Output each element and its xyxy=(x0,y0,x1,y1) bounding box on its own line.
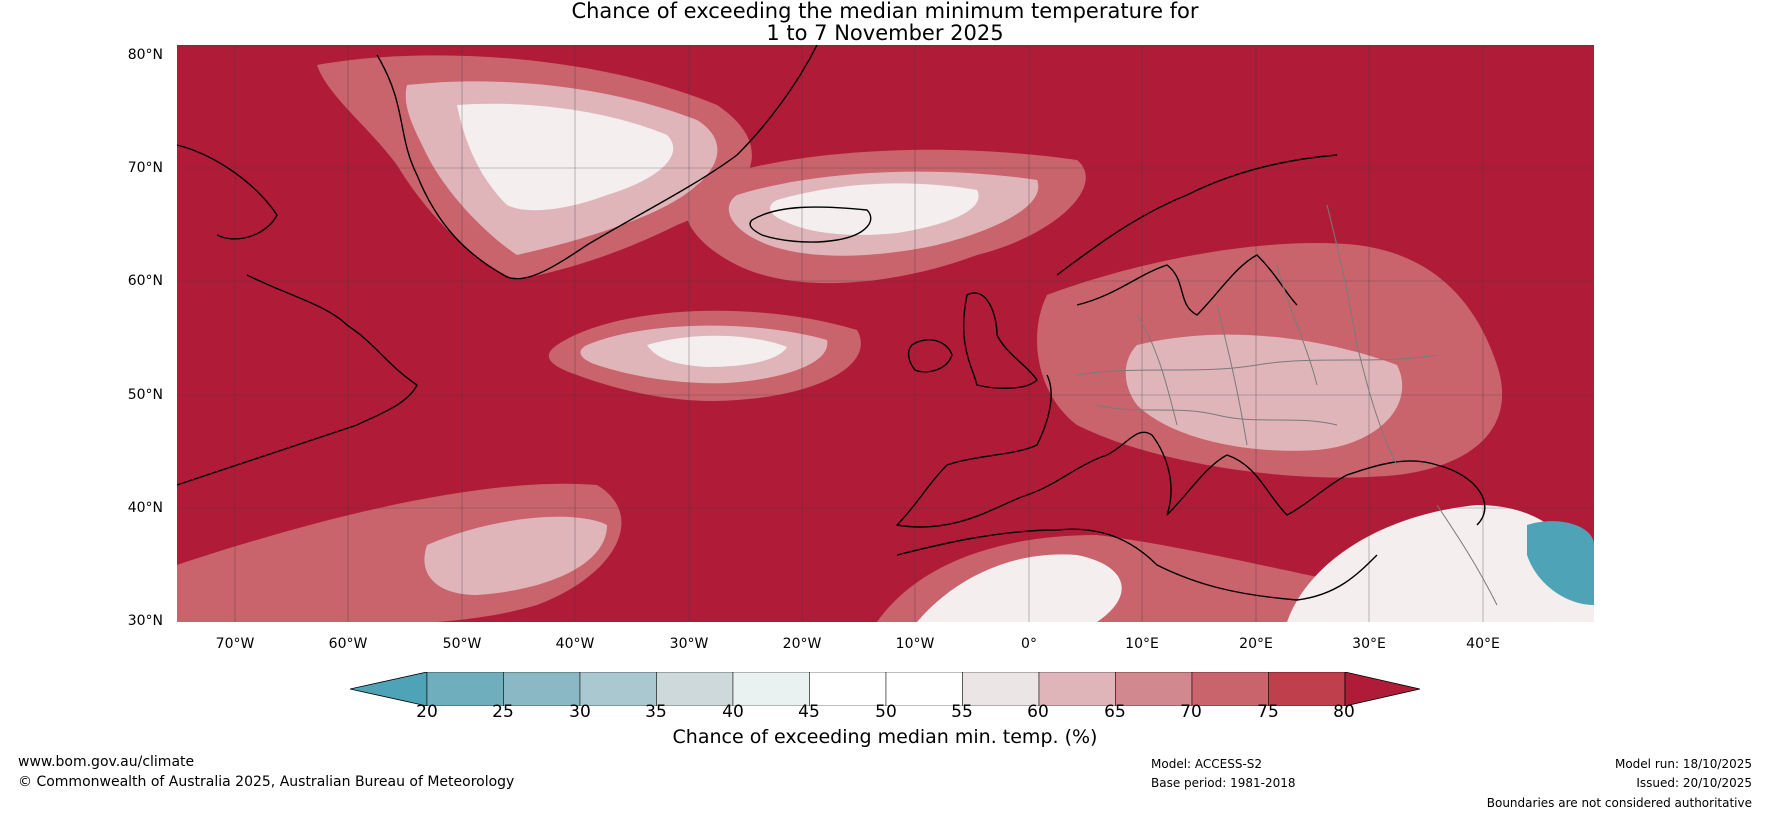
iceland-coast xyxy=(749,206,872,243)
colorbar-tick: 80 xyxy=(1333,702,1355,722)
map-title-line2: 1 to 7 November 2025 xyxy=(766,21,1004,45)
colorbar-tick: 20 xyxy=(416,702,438,722)
lon-label: 30°E xyxy=(1352,636,1386,652)
lat-label: 50°N xyxy=(127,387,163,403)
colorbar-tick: 35 xyxy=(645,702,667,722)
colorbar-tick: 30 xyxy=(569,702,591,722)
lon-label: 20°E xyxy=(1239,636,1273,652)
colorbar xyxy=(350,672,1420,706)
forecast-map xyxy=(177,45,1594,622)
disclaimer-text: Boundaries are not considered authoritat… xyxy=(1486,796,1752,810)
middle-east-blue-region xyxy=(1527,521,1594,605)
country-borders xyxy=(1076,204,1498,606)
britain-coast xyxy=(963,292,1038,389)
map-title-line1: Chance of exceeding the median minimum t… xyxy=(571,0,1199,23)
colorbar-tick: 40 xyxy=(722,702,744,722)
colorbar-tick: 25 xyxy=(492,702,514,722)
lon-label: 40°W xyxy=(555,636,595,652)
ireland-coast xyxy=(907,339,953,373)
lat-label: 30°N xyxy=(127,613,163,629)
colorbar-label: Chance of exceeding median min. temp. (%… xyxy=(672,726,1098,748)
colorbar-segment xyxy=(579,672,657,706)
colorbar-tick: 45 xyxy=(798,702,820,722)
lon-label: 0° xyxy=(1021,636,1037,652)
colorbar-segment xyxy=(1038,672,1116,706)
atlantic-white-region xyxy=(647,335,787,367)
lon-label: 20°W xyxy=(782,636,822,652)
website-text: www.bom.gov.au/climate xyxy=(18,754,195,770)
colorbar-tick: 55 xyxy=(951,702,973,722)
colorbar-segment xyxy=(732,672,810,706)
greenland-white-region xyxy=(457,103,674,211)
europe-low-region xyxy=(1125,334,1403,451)
south-atlantic-low-region xyxy=(424,516,607,595)
lon-label: 10°E xyxy=(1125,636,1159,652)
colorbar-segment xyxy=(962,672,1040,706)
greenland-coast xyxy=(376,45,818,280)
lat-label: 80°N xyxy=(127,47,163,63)
colorbar-tick: 60 xyxy=(1027,702,1049,722)
lat-label: 70°N xyxy=(127,160,163,176)
colorbar-extend-low xyxy=(350,672,428,706)
iceland-white-region xyxy=(770,183,979,235)
labrador-coast xyxy=(177,144,418,486)
europe-coast xyxy=(895,374,1486,528)
lon-label: 40°E xyxy=(1466,636,1500,652)
model-text: Model: ACCESS-S2 xyxy=(1151,757,1263,771)
colorbar-segment xyxy=(503,672,581,706)
lat-label: 40°N xyxy=(127,500,163,516)
north-africa-white-region xyxy=(917,554,1122,622)
colorbar-segment xyxy=(1191,672,1269,706)
base-period-text: Base period: 1981-2018 xyxy=(1151,776,1296,790)
colorbar-extend-high xyxy=(1344,672,1420,706)
north-africa-coast xyxy=(896,528,1378,601)
lat-label: 60°N xyxy=(127,273,163,289)
colorbar-tick: 70 xyxy=(1180,702,1202,722)
lon-label: 50°W xyxy=(442,636,482,652)
colorbar-tick: 65 xyxy=(1104,702,1126,722)
lon-label: 60°W xyxy=(328,636,368,652)
colorbar-tick: 50 xyxy=(875,702,897,722)
lon-label: 70°W xyxy=(215,636,255,652)
colorbar-segment xyxy=(1115,672,1193,706)
issued-text: Issued: 20/10/2025 xyxy=(1636,776,1752,790)
model-run-text: Model run: 18/10/2025 xyxy=(1614,757,1752,771)
colorbar-segment xyxy=(1268,672,1346,706)
copyright-text: © Commonwealth of Australia 2025, Austra… xyxy=(18,774,515,790)
lon-label: 10°W xyxy=(895,636,935,652)
colorbar-tick: 75 xyxy=(1257,702,1279,722)
colorbar-segment xyxy=(426,672,504,706)
coastlines xyxy=(177,45,1486,601)
colorbar-segment xyxy=(885,672,963,706)
scandinavia-coast xyxy=(1056,154,1338,316)
colorbar-segment xyxy=(656,672,734,706)
colorbar-segment xyxy=(809,672,887,706)
middle-east-white-region xyxy=(1287,505,1594,622)
lon-label: 30°W xyxy=(669,636,709,652)
